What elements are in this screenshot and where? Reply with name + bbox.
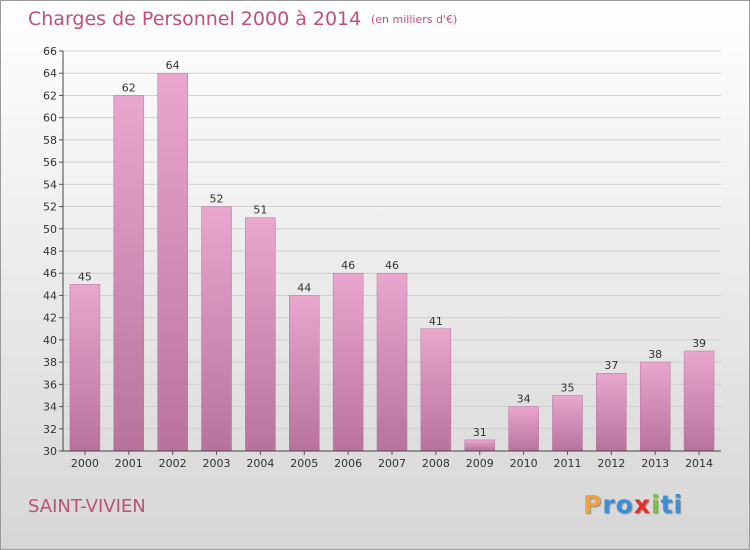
x-tick-label-2013: 2013 bbox=[641, 457, 669, 470]
x-tick-label-2005: 2005 bbox=[290, 457, 318, 470]
y-tick-label: 42 bbox=[43, 312, 57, 325]
y-tick-label: 52 bbox=[43, 201, 57, 214]
y-tick-label: 38 bbox=[43, 356, 57, 369]
x-tick-label-2004: 2004 bbox=[246, 457, 274, 470]
data-label-2009: 31 bbox=[473, 426, 487, 439]
x-axis: 2000 2001 2002 2003 2004 2005 2006 2007 2008 2009… bbox=[63, 450, 721, 470]
y-tick-label: 44 bbox=[43, 289, 57, 302]
bar-2007 bbox=[376, 272, 408, 452]
data-label-2014: 39 bbox=[692, 337, 706, 350]
logo-letter: r bbox=[602, 490, 616, 519]
y-tick-label: 66 bbox=[43, 45, 57, 58]
commune-name: SAINT-VIVIEN bbox=[28, 496, 146, 517]
y-tick-label: 30 bbox=[43, 445, 57, 458]
logo-letter: t bbox=[660, 490, 674, 519]
x-tick-label-2010: 2010 bbox=[510, 457, 538, 470]
proxiti-logo: Proxiti bbox=[583, 490, 683, 519]
y-tick-label: 64 bbox=[43, 67, 57, 80]
data-label-2006: 46 bbox=[341, 259, 355, 272]
x-tick-label-2003: 2003 bbox=[203, 457, 231, 470]
data-label-2000: 45 bbox=[78, 270, 92, 283]
y-tick-label: 34 bbox=[43, 401, 57, 414]
bar-2013 bbox=[639, 361, 671, 452]
y-axis: 30 32 34 36 38 40 42 44 46 48 50 52 54 56 58 60 62 64 66 bbox=[43, 45, 64, 458]
logo-letter: P bbox=[583, 490, 603, 519]
bar-2005 bbox=[289, 295, 320, 452]
bar-2014 bbox=[683, 350, 715, 452]
data-label-2013: 38 bbox=[648, 348, 662, 361]
bar-2002 bbox=[157, 72, 188, 452]
x-tick-label-2008: 2008 bbox=[422, 457, 450, 470]
logo-letter: x bbox=[633, 490, 651, 519]
logo-letter: i bbox=[673, 490, 684, 519]
data-label-2010: 34 bbox=[517, 393, 531, 406]
data-label-2003: 52 bbox=[210, 193, 224, 206]
bar-2001 bbox=[113, 95, 145, 452]
y-tick-label: 50 bbox=[43, 223, 57, 236]
bar-2006 bbox=[332, 272, 364, 452]
y-tick-label: 56 bbox=[43, 156, 57, 169]
bar-2003 bbox=[201, 206, 232, 452]
y-tick-label: 48 bbox=[43, 245, 57, 258]
data-label-2011: 35 bbox=[560, 381, 574, 394]
y-tick-label: 58 bbox=[43, 134, 57, 147]
bar-2010 bbox=[508, 406, 539, 452]
y-tick-label: 62 bbox=[43, 89, 57, 102]
bars bbox=[69, 72, 715, 452]
y-tick-label: 54 bbox=[43, 178, 57, 191]
bar-2011 bbox=[552, 395, 583, 452]
logo-letter: o bbox=[615, 490, 634, 519]
x-tick-label-2000: 2000 bbox=[71, 457, 99, 470]
data-labels: 45 62 64 52 51 44 46 46 41 31 34 35 37 38 39 bbox=[78, 59, 706, 439]
bar-2012 bbox=[596, 372, 627, 452]
logo-letter: i bbox=[651, 490, 661, 519]
x-tick-label-2007: 2007 bbox=[378, 457, 406, 470]
bar-2008 bbox=[420, 328, 452, 452]
data-label-2012: 37 bbox=[604, 359, 618, 372]
chart-subtitle: (en milliers d'€) bbox=[371, 13, 458, 26]
bar-2009 bbox=[464, 439, 495, 452]
data-label-2002: 64 bbox=[166, 59, 180, 72]
x-tick-label-2006: 2006 bbox=[334, 457, 362, 470]
data-label-2005: 44 bbox=[297, 281, 311, 294]
y-tick-label: 32 bbox=[43, 423, 57, 436]
x-tick-label-2001: 2001 bbox=[115, 457, 143, 470]
x-tick-label-2011: 2011 bbox=[553, 457, 581, 470]
bar-2000 bbox=[69, 284, 101, 452]
x-tick-label-2009: 2009 bbox=[466, 457, 494, 470]
y-tick-label: 60 bbox=[43, 112, 57, 125]
y-tick-label: 46 bbox=[43, 267, 57, 280]
data-label-2007: 46 bbox=[385, 259, 399, 272]
x-tick-label-2002: 2002 bbox=[159, 457, 187, 470]
y-tick-label: 36 bbox=[43, 378, 57, 391]
x-tick-label-2012: 2012 bbox=[597, 457, 625, 470]
x-tick-label-2014: 2014 bbox=[685, 457, 713, 470]
data-label-2004: 51 bbox=[253, 204, 267, 217]
data-label-2001: 62 bbox=[122, 81, 136, 94]
data-label-2008: 41 bbox=[429, 315, 443, 328]
bar-2004 bbox=[245, 217, 276, 452]
y-tick-label: 40 bbox=[43, 334, 57, 347]
chart-title: Charges de Personnel 2000 à 2014 bbox=[28, 8, 362, 30]
